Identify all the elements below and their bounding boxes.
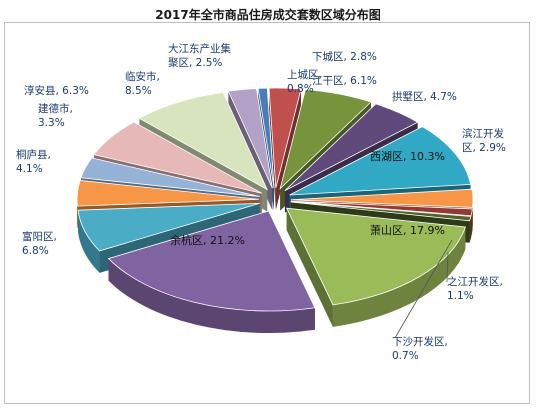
slice-1: [268, 87, 302, 189]
slice-label-5: 滨江开发区, 2.9%: [462, 127, 506, 154]
slice-label-line: 西湖区, 10.3%: [370, 150, 445, 163]
slice-rim-9-0: [108, 258, 315, 334]
slice-label-line: 之江开发区,: [447, 275, 503, 288]
slice-label-line: 8.5%: [125, 85, 152, 97]
slice-label-1: 下城区, 2.8%: [312, 51, 377, 63]
slice-rim-10-0: [78, 210, 100, 273]
slice-label-7: 下沙开发区, 0.7%: [392, 335, 448, 362]
leader-line-7: [394, 239, 453, 339]
slice-label-3: 拱墅区, 4.7%: [392, 90, 457, 103]
slice-wall-8-1: [286, 208, 333, 327]
slice-label-10: 富阳区, 6.8%: [22, 230, 57, 257]
slice-label-15: 大江东产业集聚区, 2.5%: [168, 42, 231, 69]
slice-label-line: 聚区, 2.5%: [168, 57, 222, 69]
slice-13: [93, 121, 262, 194]
slice-label-0: 上城区, 0.8%: [287, 69, 322, 95]
slice-label-line: 桐庐县,: [16, 148, 51, 161]
slice-label-line: 大江东产业集: [168, 42, 231, 55]
slice-label-line: 3.3%: [38, 117, 65, 129]
slice-rim-7-0: [469, 216, 471, 243]
pie-labels: 上城区, 0.8% 下城区, 2.8% 江干区, 6.1% 拱墅区, 4.7% 西湖区, …: [16, 42, 506, 362]
slice-label-9: 余杭区, 21.2%: [170, 233, 245, 247]
slice-2: [279, 89, 372, 190]
slice-label-line: 建德市,: [38, 102, 73, 115]
slice-11: [76, 180, 260, 207]
pie-tops: [76, 87, 474, 312]
slice-label-11: 桐庐县, 4.1%: [16, 148, 51, 175]
slice-label-line: 余杭区, 21.2%: [170, 233, 245, 247]
slice-label-12: 建德市, 3.3%: [38, 102, 73, 129]
slice-label-line: 江干区, 6.1%: [312, 75, 377, 87]
slice-label-2: 江干区, 6.1%: [312, 75, 377, 87]
slice-label-line: 富阳区,: [22, 230, 57, 243]
slice-8: [286, 207, 466, 306]
slice-label-line: 区, 2.9%: [462, 142, 506, 154]
slice-label-line: 下沙开发区,: [392, 335, 448, 348]
slice-10: [77, 202, 260, 252]
slice-label-line: 6.8%: [22, 245, 49, 257]
slice-12: [80, 157, 260, 197]
slice-7: [290, 201, 472, 222]
slice-label-line: 0.7%: [392, 350, 419, 362]
slice-label-line: 淳安县, 6.3%: [24, 84, 89, 97]
slice-label-line: 4.1%: [16, 163, 43, 175]
slice-3: [284, 103, 419, 191]
slice-label-14: 临安市, 8.5%: [125, 70, 160, 97]
slice-4: [289, 126, 472, 196]
slice-label-line: 临安市,: [125, 70, 160, 83]
slice-label-line: 1.1%: [447, 290, 474, 302]
slice-label-line: 上城区,: [287, 69, 322, 81]
chart-title: 2017年全市商品住房成交套数区域分布图: [155, 8, 381, 22]
slice-label-line: 萧山区, 17.9%: [370, 224, 445, 237]
slice-label-4: 西湖区, 10.3%: [370, 150, 445, 163]
slice-label-line: 下城区, 2.8%: [312, 51, 377, 63]
slice-9: [107, 210, 316, 312]
slice-5: [290, 188, 474, 208]
slice-label-line: 拱墅区, 4.7%: [392, 90, 457, 103]
slice-label-line: 滨江开发: [462, 127, 504, 140]
slice-0: [257, 87, 275, 189]
slice-15: [227, 88, 273, 189]
slice-label-13: 淳安县, 6.3%: [24, 84, 89, 97]
slice-label-8: 萧山区, 17.9%: [370, 224, 445, 237]
slice-rim-8-0: [332, 226, 466, 327]
slice-14: [138, 92, 269, 191]
slice-6: [290, 200, 473, 217]
slice-label-6: 之江开发区, 1.1%: [447, 275, 503, 302]
slice-label-line: 0.8%: [287, 83, 314, 95]
leader-line-6: [446, 251, 449, 283]
